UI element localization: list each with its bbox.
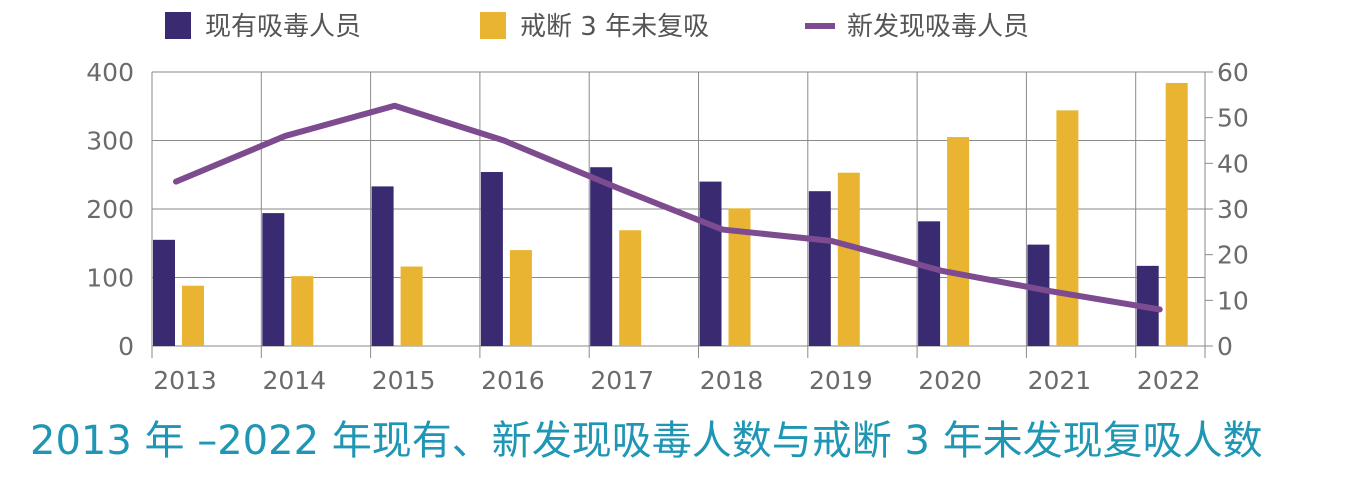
axes: 0 100 200 300 400 0 10 20 30 40 50 60 2013 2014 2015 20… — [86, 58, 1249, 395]
x-tick-label: 2017 — [590, 366, 654, 395]
legend: 现有吸毒人员 戒断 3 年未复吸 新发现吸毒人员 — [165, 12, 1029, 42]
y-left-tick-label: 100 — [86, 264, 134, 293]
line-new-users — [173, 102, 1163, 313]
legend-label: 新发现吸毒人员 — [847, 12, 1029, 42]
y-right-tick-label: 60 — [1217, 58, 1249, 87]
chart-title: 2013 年 –2022 年现有、新发现吸毒人数与戒断 3 年未发现复吸人数 — [30, 418, 1263, 464]
bar — [699, 181, 722, 346]
bar — [182, 285, 204, 346]
y-left-tick-label: 300 — [86, 127, 134, 156]
y-left-tick-label: 400 — [86, 58, 134, 87]
bar — [291, 276, 314, 346]
legend-swatch — [165, 12, 191, 39]
bar — [400, 266, 423, 346]
x-tick-label: 2018 — [700, 366, 764, 395]
bar — [619, 230, 642, 346]
legend-swatch — [480, 12, 506, 39]
legend-label: 现有吸毒人员 — [205, 12, 361, 42]
y-right-tick-label: 50 — [1217, 104, 1249, 133]
bar — [837, 172, 860, 346]
y-right-tick-label: 40 — [1217, 149, 1249, 178]
line-series — [173, 102, 1163, 313]
x-tick-label: 2019 — [809, 366, 873, 395]
x-tick-label: 2015 — [372, 366, 436, 395]
x-tick-label: 2014 — [262, 366, 326, 395]
chart: 现有吸毒人员 戒断 3 年未复吸 新发现吸毒人员 0 100 200 300 400 0 10 2… — [86, 12, 1249, 395]
bar — [1027, 244, 1050, 346]
y-left-tick-label: 200 — [86, 195, 134, 224]
y-right-tick-label: 20 — [1217, 241, 1249, 270]
gridlines — [151, 71, 1206, 358]
bar — [153, 239, 175, 346]
bar — [262, 213, 285, 346]
y-right-tick-label: 30 — [1217, 195, 1249, 224]
bar — [808, 191, 831, 346]
x-tick-label: 2016 — [481, 366, 545, 395]
bar — [1056, 110, 1079, 346]
x-tick-label: 2013 — [153, 366, 217, 395]
y-right-tick-label: 10 — [1217, 286, 1249, 315]
x-tick-label: 2020 — [918, 366, 982, 395]
bar — [371, 186, 394, 346]
y-right-tick-label: 0 — [1217, 332, 1233, 361]
bar — [480, 172, 503, 346]
legend-label: 戒断 3 年未复吸 — [520, 12, 709, 42]
bar — [590, 167, 613, 346]
bars — [153, 82, 1188, 347]
bar — [509, 250, 532, 346]
bar — [918, 221, 941, 346]
x-tick-label: 2021 — [1028, 366, 1092, 395]
bar — [1165, 82, 1188, 347]
y-left-tick-label: 0 — [118, 332, 134, 361]
bar — [947, 137, 970, 346]
x-tick-label: 2022 — [1137, 366, 1201, 395]
bar — [728, 208, 751, 346]
